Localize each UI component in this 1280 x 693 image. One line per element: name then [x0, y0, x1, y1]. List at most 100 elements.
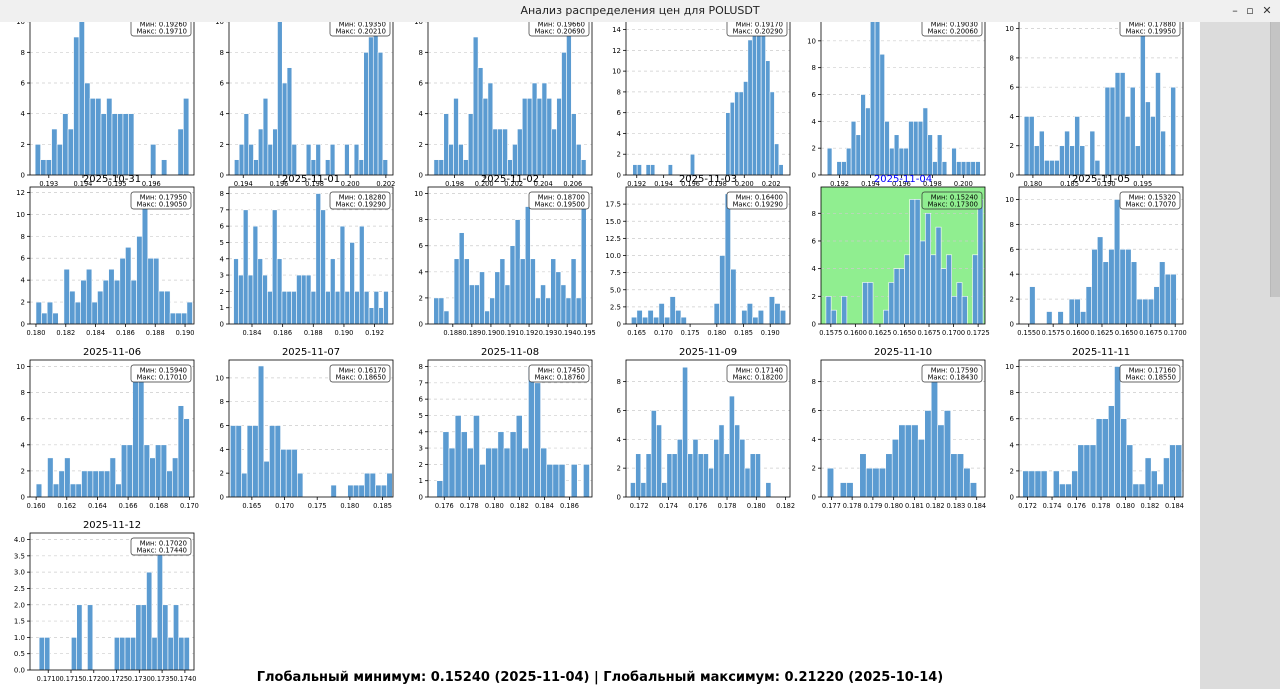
y-tick-label: 4 [812, 118, 817, 126]
histogram-bar [689, 153, 696, 175]
histogram-bar [650, 410, 657, 497]
histogram-bar [744, 467, 751, 497]
x-tick-label: 0.170 [275, 502, 294, 510]
y-tick-label: 8 [21, 233, 25, 241]
x-tick-label: 0.1625 [868, 329, 891, 337]
histogram-bar [826, 147, 833, 175]
histogram-bar [458, 232, 465, 324]
histogram-panel-6: 0.180 0.182 0.184 0.186 0.188 0.190 0 2 4 6 8 10 12 2… [16, 174, 194, 337]
y-tick-label: 2 [419, 294, 423, 302]
histogram-bar [487, 82, 494, 175]
histogram-bar [143, 444, 150, 497]
histogram-bar [285, 449, 293, 497]
histogram-bar [1023, 116, 1030, 175]
y-tick-label: 4 [220, 255, 225, 263]
y-tick-label: 5 [220, 239, 224, 247]
min-label: Мин: 0.19030 [931, 22, 978, 29]
x-tick-label: 0.192 [520, 329, 539, 337]
histogram-bar [692, 439, 699, 497]
histogram-bar [1119, 72, 1126, 175]
histogram-bar [124, 637, 131, 670]
y-tick-label: 10 [414, 190, 423, 198]
y-tick-label: 8 [617, 88, 621, 96]
histogram-bar [272, 128, 278, 175]
histogram-bar [238, 274, 244, 324]
histogram-bar [725, 112, 731, 175]
histogram-bar [158, 290, 165, 324]
histogram-bar [879, 53, 885, 175]
histogram-bar [1074, 298, 1081, 324]
histogram-bar [35, 483, 43, 497]
histogram-bar [765, 60, 771, 175]
x-tick-label: 0.190 [176, 329, 195, 337]
histogram-bar [1145, 101, 1151, 175]
histogram-bar [855, 134, 861, 175]
histogram-bar [524, 206, 531, 324]
histogram-bar [474, 284, 480, 324]
y-tick-label: 8 [419, 216, 423, 224]
histogram-bar [267, 144, 273, 175]
x-tick-label: 0.184 [86, 329, 105, 337]
histogram-bar [442, 431, 450, 497]
x-tick-label: 0.182 [776, 502, 795, 510]
minimize-icon[interactable]: – [1232, 4, 1238, 17]
histogram-bar [729, 101, 735, 175]
min-max-box [1119, 191, 1181, 210]
max-label: Макс: 0.19050 [137, 201, 187, 209]
histogram-bar [1134, 145, 1141, 175]
axes-frame [29, 186, 195, 325]
histogram-bar [368, 307, 375, 324]
histogram-bar [956, 453, 964, 497]
histogram-bar [167, 637, 174, 670]
histogram-bar [502, 128, 508, 175]
histogram-bar [903, 147, 909, 175]
scrollbar-thumb[interactable] [1270, 22, 1280, 297]
histogram-bar [743, 81, 749, 175]
histogram-bar [925, 212, 931, 324]
histogram-bar [489, 297, 496, 324]
x-tick-label: 0.190 [761, 329, 780, 337]
histogram-bar [943, 410, 952, 497]
histogram-bar [1028, 470, 1036, 497]
y-tick-label: 14 [612, 26, 621, 34]
bars-group [1029, 199, 1177, 324]
x-tick-label: 0.202 [504, 180, 523, 188]
histogram-bar [166, 470, 173, 497]
x-tick-label: 0.165 [627, 329, 646, 337]
max-label: Макс: 0.20290 [733, 28, 783, 36]
x-tick-label: 0.186 [560, 502, 579, 510]
y-tick-label: 8 [220, 398, 224, 406]
histogram-bar [276, 258, 283, 324]
histogram-bar [874, 14, 881, 175]
histogram-bar [173, 604, 180, 670]
y-tick-label: 2 [419, 141, 423, 149]
scrollbar-track[interactable] [1200, 22, 1280, 689]
x-tick-label: 0.1575 [1042, 329, 1065, 337]
histogram-bar [515, 415, 523, 497]
panel-title: 2025-11-09 [679, 347, 737, 358]
y-tick-label: 4 [812, 436, 817, 444]
y-tick-label: 4 [812, 265, 817, 273]
histogram-bar [1113, 199, 1121, 324]
maximize-icon[interactable]: ▫ [1246, 4, 1254, 17]
histogram-bar [946, 254, 952, 324]
bars-group [1023, 28, 1176, 175]
y-tick-label: 6 [1010, 246, 1015, 254]
x-tick-label: 0.165 [242, 502, 261, 510]
histogram-bar [177, 128, 184, 175]
min-label: Мин: 0.18280 [339, 194, 386, 202]
histogram-panel-7: 0.184 0.186 0.188 0.190 0.192 0 1 2 3 4 5 6 7 8 2025-1… [220, 174, 394, 337]
histogram-bar [296, 274, 302, 324]
histogram-bar [378, 307, 384, 324]
histogram-bar [682, 366, 688, 497]
y-tick-label: 10.0 [605, 252, 621, 260]
x-tick-label: 0.180 [27, 329, 46, 337]
close-icon[interactable]: ✕ [1262, 4, 1272, 17]
histogram-bar [78, 14, 85, 175]
histogram-bar [566, 21, 572, 175]
panel-title: 2025-11-02 [481, 174, 539, 185]
histogram-bar [741, 309, 748, 324]
min-label: Мин: 0.15320 [1129, 194, 1176, 202]
y-tick-label: 1.5 [14, 618, 25, 626]
